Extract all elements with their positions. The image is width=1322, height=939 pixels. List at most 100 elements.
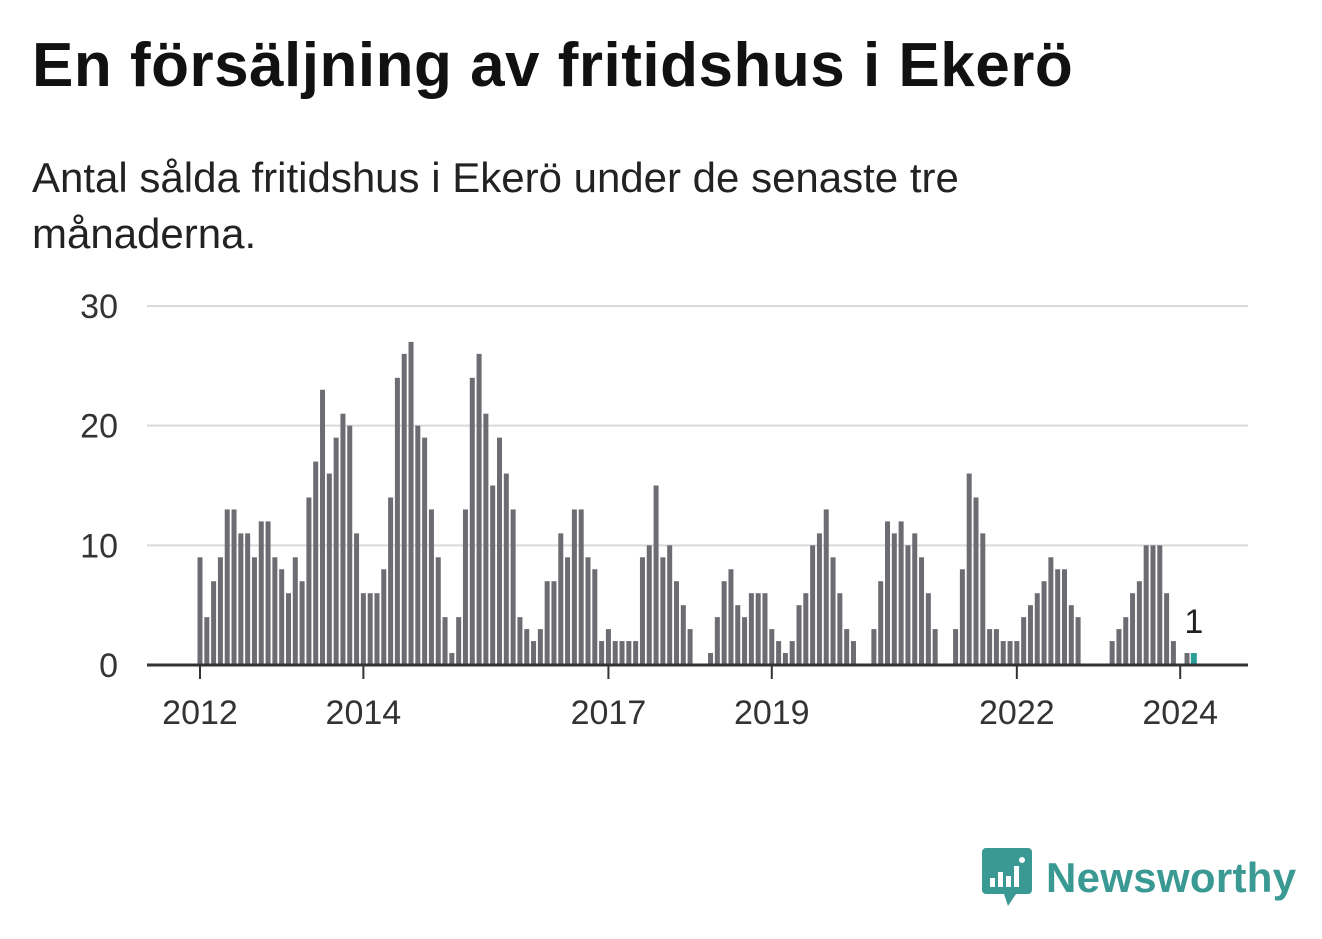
bar (782, 653, 788, 665)
bar (885, 521, 891, 665)
bar (830, 557, 836, 665)
bar (306, 497, 312, 665)
bar (245, 533, 251, 665)
bar (211, 581, 217, 665)
bar (639, 557, 645, 665)
bar (599, 641, 605, 665)
bar (524, 629, 530, 665)
bar (313, 461, 319, 665)
bar (1130, 593, 1136, 665)
bar (959, 569, 965, 665)
bar (898, 521, 904, 665)
bar (592, 569, 598, 665)
bar (1061, 569, 1067, 665)
bar (762, 593, 768, 665)
bar (1055, 569, 1061, 665)
bar (708, 653, 714, 665)
bar (462, 509, 468, 665)
bar (197, 557, 203, 665)
bar (483, 413, 489, 665)
bar (1034, 593, 1040, 665)
bar (919, 557, 925, 665)
bar (721, 581, 727, 665)
bar (1041, 581, 1047, 665)
bar (571, 509, 577, 665)
bar (714, 617, 720, 665)
bar (1164, 593, 1170, 665)
bar (667, 545, 673, 665)
bar (517, 617, 523, 665)
bar (476, 353, 482, 665)
bar (1150, 545, 1156, 665)
bar (1136, 581, 1142, 665)
bar (435, 557, 441, 665)
bar (633, 641, 639, 665)
bar (980, 533, 986, 665)
bar (497, 437, 503, 665)
bar (673, 581, 679, 665)
bar (755, 593, 761, 665)
bar (456, 617, 462, 665)
bar (510, 509, 516, 665)
bar (537, 629, 543, 665)
bar (217, 557, 223, 665)
bar (565, 557, 571, 665)
bar (558, 533, 564, 665)
bar (925, 593, 931, 665)
highlight-value-label: 1 (1184, 603, 1203, 641)
bar (1123, 617, 1129, 665)
bar (585, 557, 591, 665)
bar (687, 629, 693, 665)
bar (449, 653, 455, 665)
bar (878, 581, 884, 665)
bar (789, 641, 795, 665)
bar (401, 353, 407, 665)
bar (660, 557, 666, 665)
bar (844, 629, 850, 665)
bar (204, 617, 210, 665)
bar (769, 629, 775, 665)
bar (231, 509, 237, 665)
bar (388, 497, 394, 665)
bar (408, 341, 414, 665)
bar (381, 569, 387, 665)
bar (966, 473, 972, 665)
bar (1014, 641, 1020, 665)
bar (272, 557, 278, 665)
bar (1000, 641, 1006, 665)
bar (333, 437, 339, 665)
bar (987, 629, 993, 665)
bar (612, 641, 618, 665)
bar (973, 497, 979, 665)
brand-name: Newsworthy (1046, 854, 1297, 901)
y-tick-label: 0 (99, 647, 118, 685)
x-tick-label: 2019 (734, 694, 810, 732)
bar (823, 509, 829, 665)
bar (258, 521, 264, 665)
bar (320, 389, 326, 665)
bar (578, 509, 584, 665)
bar (953, 629, 959, 665)
bar (1184, 653, 1190, 665)
bar (265, 521, 271, 665)
bar (1021, 617, 1027, 665)
bar (285, 593, 291, 665)
bar (605, 629, 611, 665)
bar (503, 473, 509, 665)
bar (428, 509, 434, 665)
bar (816, 533, 822, 665)
bar (224, 509, 230, 665)
bar (1048, 557, 1054, 665)
x-tick-label: 2022 (979, 694, 1055, 732)
bar (374, 593, 380, 665)
bar (238, 533, 244, 665)
bar (1027, 605, 1033, 665)
bar (748, 593, 754, 665)
bar (1075, 617, 1081, 665)
y-tick-label: 10 (80, 527, 118, 565)
bar (776, 641, 782, 665)
bar (326, 473, 332, 665)
chart-subtitle: Antal sålda fritidshus i Ekerö under de … (32, 154, 959, 257)
labels: 0 10 20 30 1 2012 2014 2017 2019 2022 2024 (80, 288, 1218, 732)
gridlines (147, 305, 1248, 547)
